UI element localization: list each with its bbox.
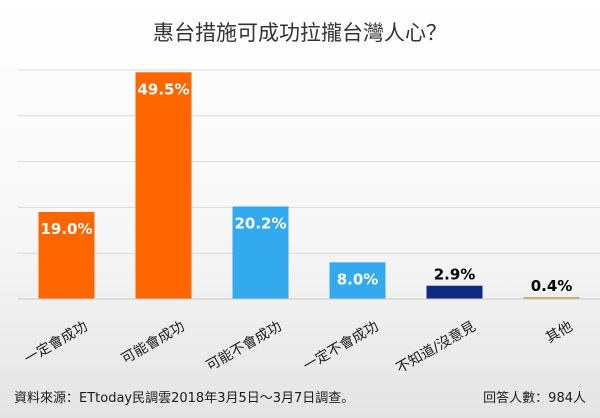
data-label: 20.2%: [234, 214, 286, 232]
data-label: 2.9%: [434, 266, 476, 284]
x-axis-ticks: 一定會成功 可能會成功 可能不會成功 一定不會成功 不知道/沒意見 其他: [22, 318, 576, 377]
data-label: 0.4%: [531, 277, 573, 295]
bars: [38, 72, 580, 299]
data-label: 19.0%: [40, 220, 92, 238]
bar: [523, 297, 580, 299]
bar: [426, 285, 483, 299]
x-tick-label: 不知道/沒意見: [393, 318, 478, 377]
x-tick-label: 其他: [543, 319, 575, 347]
source-note: 資料來源：ETtoday民調雲2018年3月5日～3月7日調查。: [14, 391, 354, 406]
data-labels: 19.0% 49.5% 20.2% 8.0% 2.9% 0.4%: [40, 80, 572, 295]
gridlines: [18, 69, 600, 254]
x-tick-label: 可能會成功: [119, 319, 188, 368]
bar: [329, 262, 386, 299]
bar: [135, 72, 192, 299]
x-tick-label: 一定不會成功: [301, 319, 382, 375]
respondent-count: 回答人數：984人: [483, 390, 586, 406]
data-label: 8.0%: [337, 270, 379, 288]
data-label: 49.5%: [137, 80, 189, 98]
x-tick-label: 一定會成功: [22, 319, 91, 368]
bar: [232, 206, 289, 299]
x-tick-label: 可能不會成功: [204, 319, 285, 375]
chart-title: 惠台措施可成功拉攏台灣人心？: [153, 21, 447, 45]
bar: [38, 211, 95, 299]
